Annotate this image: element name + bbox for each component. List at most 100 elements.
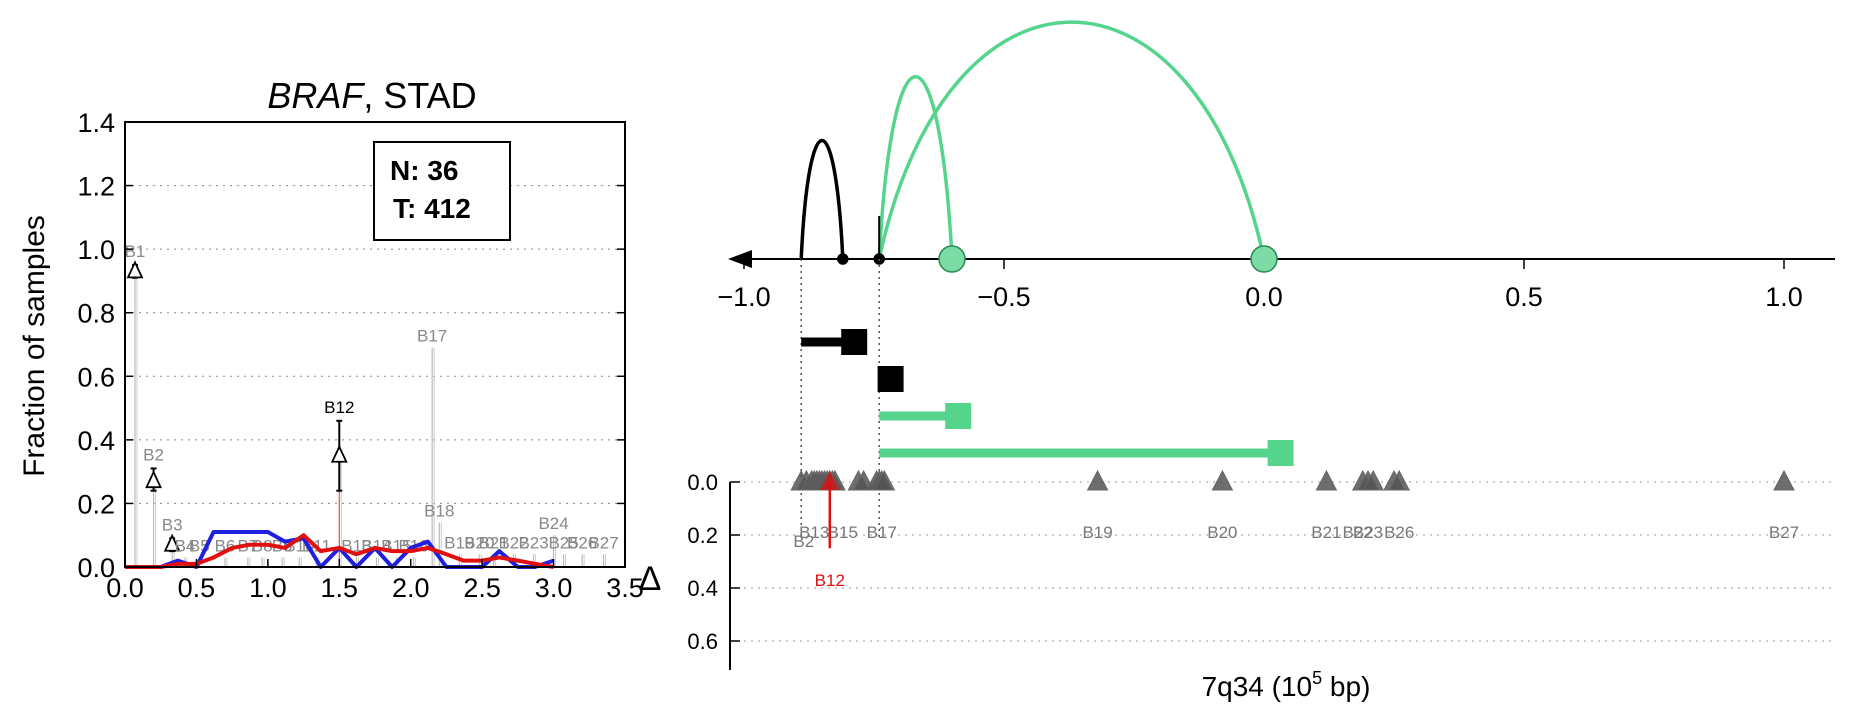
bin-label: B4 — [175, 536, 196, 555]
bin-label: B27 — [588, 533, 618, 552]
right-x-tick-label: −1.0 — [717, 282, 770, 312]
delta-panel: Δ 0.0 0.2 0.4 0.6 — [639, 470, 1835, 670]
region-segment-end — [877, 366, 904, 392]
left-x-tick-label: 1.0 — [249, 573, 287, 603]
left-y-ticks: 0.0 0.2 0.4 0.6 0.8 1.0 1.2 1.4 — [77, 108, 625, 583]
bin-label: B25 — [548, 533, 578, 552]
delta-y-tick-label: 0.6 — [687, 629, 718, 654]
left-y-tick-label: 1.4 — [77, 108, 115, 138]
left-x-tick-label: 1.5 — [321, 573, 359, 603]
marker-label: B19 — [1082, 523, 1112, 542]
gene-marker-dot — [938, 245, 966, 273]
interaction-arc — [877, 20, 1266, 260]
right-segments — [801, 329, 1294, 466]
left-chart: BRAF, STAD Fraction of samples B1 B2 B3 B4 B… — [18, 75, 644, 603]
bin-marker-triangle — [163, 533, 181, 552]
right-arcs — [799, 20, 1266, 260]
left-y-tick-label: 0.2 — [77, 489, 115, 519]
left-x-tick-label: 0.0 — [106, 573, 144, 603]
interaction-arc — [877, 75, 954, 260]
left-x-tick-label: 2.5 — [463, 573, 501, 603]
marker-label: B2 — [793, 532, 814, 551]
bin-marker-triangle — [126, 260, 144, 279]
right-x-tick-label: 0.0 — [1245, 282, 1283, 312]
bin-label: B22 — [498, 533, 528, 552]
left-y-tick-label: 0.6 — [77, 362, 115, 392]
marker-label: B26 — [1384, 523, 1414, 542]
left-y-tick-label: 1.2 — [77, 172, 115, 202]
left-x-tick-label: 3.5 — [606, 573, 644, 603]
left-y-axis-label: Fraction of samples — [18, 215, 51, 477]
marker-label: B23 — [1353, 523, 1383, 542]
bin-marker-triangle — [330, 444, 348, 463]
marker-triangle — [1388, 469, 1411, 491]
gene-marker-dot — [1250, 245, 1278, 273]
strand-arrow-icon — [728, 250, 752, 268]
highlight-marker-label: B12 — [815, 571, 845, 590]
left-title-rest: , STAD — [363, 75, 476, 116]
legend-n-label: N: 36 — [390, 155, 458, 186]
marker-label: B22 — [1342, 523, 1372, 542]
right-xlabel-exp: 5 — [1312, 668, 1322, 688]
left-plot-frame — [124, 121, 626, 568]
marker-triangle — [1086, 469, 1109, 491]
right-x-tick-label: −0.5 — [977, 282, 1030, 312]
delta-y-axis-label: Δ — [639, 560, 662, 598]
left-x-tick-label: 3.0 — [535, 573, 573, 603]
bin-label: B26 — [567, 533, 597, 552]
bin-label: B1 — [125, 242, 146, 261]
region-segment-end — [841, 329, 868, 355]
legend-t-label: T: 412 — [393, 193, 471, 224]
right-x-tick-label: 1.0 — [1765, 282, 1803, 312]
left-y-tick-label: 0.8 — [77, 299, 115, 329]
interaction-arc — [799, 139, 845, 260]
left-x-tick-label: 0.5 — [178, 573, 216, 603]
right-x-axis-label: 7q34 (105 bp) — [1202, 668, 1371, 702]
right-gene-markers — [837, 245, 1278, 273]
bin-label: B19 — [444, 533, 474, 552]
marker-label: B13 — [799, 523, 829, 542]
marker-triangle — [1211, 469, 1234, 491]
left-x-ticks: 0.0 0.5 1.0 1.5 2.0 2.5 3.0 3.5 — [106, 559, 644, 603]
highlight-marker-triangle — [819, 471, 840, 490]
right-guide-lines — [800, 259, 880, 540]
bin-label: B3 — [162, 515, 183, 534]
region-segment-end — [945, 403, 972, 429]
bin-label: B21 — [478, 533, 508, 552]
delta-y-tick-label: 0.2 — [687, 523, 718, 548]
left-y-tick-label: 1.0 — [77, 235, 115, 265]
left-title-gene: BRAF — [267, 75, 365, 116]
right-xlabel-tail: bp) — [1322, 671, 1370, 702]
marker-triangle — [1315, 469, 1338, 491]
marker-label: B15 — [828, 523, 858, 542]
bin-marker-triangle — [145, 470, 162, 489]
marker-label: B27 — [1769, 523, 1799, 542]
marker-label: B20 — [1207, 523, 1237, 542]
marker-label: B21 — [1311, 523, 1341, 542]
right-chart: −1.0 −0.5 0.0 0.5 1.0 Δ 0.00.20.40.6 B2B13B1… — [639, 20, 1835, 702]
legend-box: N: 36 T: 412 — [373, 141, 511, 241]
bin-label: B23 — [518, 533, 548, 552]
bin-label: B24 — [538, 514, 568, 533]
delta-y-tick-label: 0.0 — [687, 470, 718, 495]
bin-label: B20 — [464, 533, 494, 552]
right-x-tick-label: 0.5 — [1505, 282, 1543, 312]
legend-box-frame — [373, 141, 511, 241]
bin-label: B18 — [424, 502, 454, 521]
left-y-tick-label: 0.4 — [77, 426, 115, 456]
bin-label: B17 — [417, 327, 447, 346]
right-xlabel-main: 7q34 (10 — [1202, 671, 1313, 702]
left-chart-title: BRAF, STAD — [267, 75, 476, 116]
left-x-tick-label: 2.0 — [392, 573, 430, 603]
bin-label: B12 — [324, 398, 354, 417]
region-segment-end — [1267, 440, 1294, 466]
marker-triangle — [1362, 469, 1385, 491]
marker-triangle — [1773, 469, 1795, 491]
left-y-tick-label: 0.0 — [77, 553, 115, 583]
gene-marker-dot — [837, 253, 849, 265]
bin-label: B2 — [143, 445, 164, 464]
marker-triangle — [873, 469, 896, 491]
